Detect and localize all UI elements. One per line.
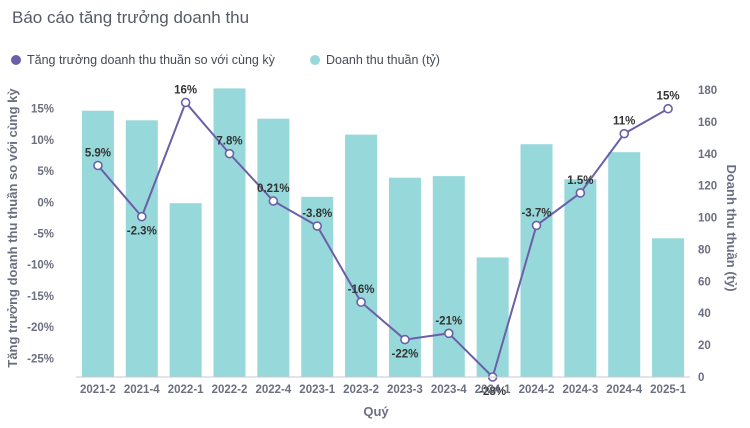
x-tick-label: 2021-2 [80,384,116,396]
x-tick-label: 2024-4 [606,384,642,396]
growth-data-label: -28% [479,386,506,398]
revenue-bar [169,203,202,377]
right-tick-label: 120 [698,181,717,193]
left-tick-label: -5% [34,229,54,241]
growth-data-label: 5.9% [85,147,111,159]
legend-revenue-label: Doanh thu thuần (tỷ) [326,53,440,67]
revenue-bar [388,177,421,377]
left-tick-label: 10% [31,135,54,147]
left-tick-label: 5% [37,166,54,178]
growth-data-label: 0.21% [257,183,290,195]
revenue-bar [125,120,158,378]
left-tick-label: -15% [27,291,54,303]
left-axis-ticks: 15% 10% 5% 0% -5% -10% -15% -20% -25% [27,104,54,366]
growth-data-label: -22% [391,349,418,361]
growth-point [93,160,103,171]
growth-data-label: 7.8% [216,136,242,148]
data-labels: 5.9% -2.3% 16% 7.8% 0.21% -3.8% -16% -22% -21% -2… [85,84,680,398]
growth-data-label: -3.8% [302,208,332,220]
x-tick-label: 2022-1 [168,384,204,396]
growth-point [312,221,323,231]
x-tick-label: 2024-2 [519,384,555,396]
left-tick-label: -10% [27,260,54,272]
growth-data-label: 1.5% [567,175,593,187]
right-tick-label: 40 [698,308,711,320]
x-tick-label: 2024-1 [475,384,511,396]
legend: Tăng trưởng doanh thu thuần so với cùng … [11,53,440,67]
growth-point [663,103,673,114]
revenue-bar [345,134,378,377]
growth-point [443,328,454,339]
revenue-bar [257,118,290,377]
revenue-bar [213,88,246,378]
x-tick-label: 2025-1 [650,384,686,396]
x-tick-label: 2023-2 [343,384,379,396]
x-tick-label: 2021-4 [124,384,160,396]
chart-title: Báo cáo tăng trưởng doanh thu [12,8,249,27]
growth-point [400,334,410,345]
left-tick-label: -25% [27,353,54,365]
right-tick-label: 0 [698,372,704,384]
right-tick-label: 80 [698,244,711,256]
growth-point [268,196,279,206]
growth-data-label: -16% [348,284,375,296]
right-tick-label: 180 [698,85,717,97]
right-tick-label: 140 [698,149,717,161]
growth-data-label: -3.7% [521,207,551,219]
x-tick-label: 2022-4 [255,384,291,396]
growth-data-label: -2.3% [127,226,157,238]
growth-data-label: 15% [657,91,680,103]
revenue-bar [564,179,597,377]
growth-point [180,97,191,108]
growth-data-label: 11% [613,116,635,128]
x-tick-label: 2023-1 [299,384,335,396]
left-tick-label: 0% [37,197,54,209]
legend-growth-marker [11,55,21,65]
right-axis-ticks: 0 20 40 60 80 100 120 140 160 180 [698,85,717,384]
right-tick-label: 60 [698,276,711,288]
x-tick-label: 2022-2 [212,384,248,396]
bar-series [81,88,685,378]
right-tick-label: 100 [698,213,717,225]
growth-point [575,188,586,198]
growth-point [136,211,147,222]
right-axis-title: Doanh thu thuần (tỷ) [724,164,739,291]
left-axis-title: Tăng trưởng doanh thu thuần so với cùng … [5,88,20,368]
growth-line [97,100,669,379]
growth-point [224,148,235,159]
growth-data-label: 16% [174,84,197,96]
right-tick-label: 20 [698,340,711,352]
growth-point [531,220,542,231]
growth-point [619,128,630,139]
x-tick-label: 2024-3 [562,384,598,396]
revenue-bar [608,152,641,377]
revenue-bar [476,257,509,377]
revenue-bar [432,176,465,377]
left-tick-label: 15% [31,104,54,116]
right-tick-label: 160 [698,117,717,129]
x-axis-title: Quý [363,404,389,419]
x-tick-label: 2023-3 [387,384,423,396]
growth-data-label: -21% [435,315,462,327]
legend-growth-label: Tăng trưởng doanh thu thuần so với cùng … [27,53,276,67]
growth-point [356,297,366,307]
revenue-bar [652,238,685,377]
x-tick-label: 2023-4 [431,384,467,396]
x-axis-ticks: 2021-2 2021-4 2022-1 2022-2 2022-4 2023-1 2023… [80,384,687,396]
revenue-bar [81,110,114,377]
legend-revenue-marker [310,55,320,65]
left-tick-label: -20% [27,322,54,334]
